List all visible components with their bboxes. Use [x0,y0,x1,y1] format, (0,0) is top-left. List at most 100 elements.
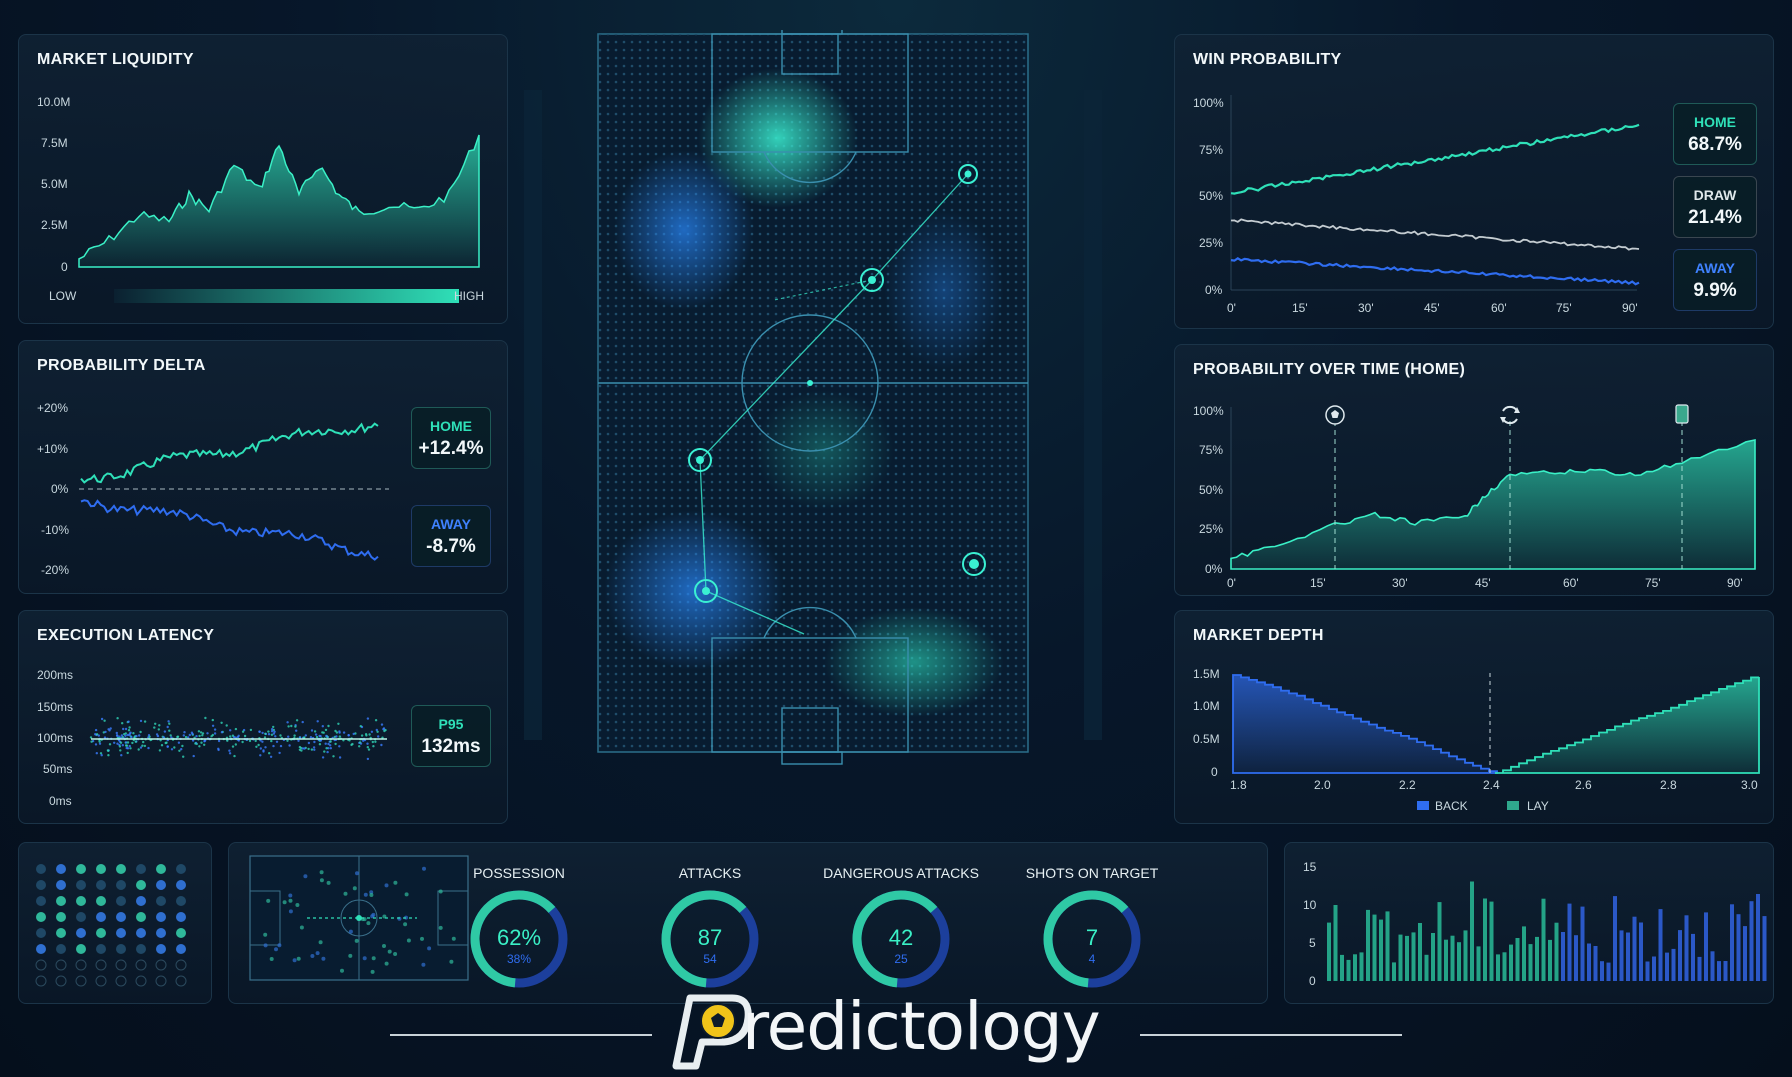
latency-point [195,735,198,738]
win-home-box: HOME 68.7% [1673,103,1757,165]
delta-home-box: HOME +12.4% [411,407,491,469]
latency-point [307,741,311,745]
pot-xtick: 75' [1645,576,1661,590]
bar [1437,902,1442,981]
mini-pitch-dot [343,891,348,896]
stat-gauge-value: 7 [1086,925,1098,950]
latency-point [321,725,324,728]
delta-away-box: AWAY -8.7% [411,505,491,567]
latency-point [370,730,374,733]
matrix-dot [96,912,106,922]
matrix-dot [156,880,166,890]
mini-pitch-dot [319,870,324,875]
latency-point [358,745,361,748]
latency-point [279,734,282,737]
bar [1496,954,1500,981]
bar [1450,935,1455,981]
mini-pitch-dot [321,956,326,961]
latency-point [234,727,238,731]
latency-point [310,729,314,732]
bar [1736,914,1741,981]
bar-chart-panel: 15 10 5 0 [1284,842,1774,1004]
bar [1476,946,1481,981]
latency-point [297,739,300,742]
mini-pitch-dot [348,929,353,934]
latency-point [272,732,276,735]
latency-point [366,746,369,749]
latency-point [126,747,130,750]
bar [1366,909,1370,981]
matrix-dot [136,864,146,874]
matrix-dot [55,959,67,971]
latency-point [182,755,185,758]
latency-point [217,739,221,743]
latency-point [106,749,110,752]
latency-point [272,744,275,748]
delta-ytick: +20% [37,401,68,415]
latency-point [126,733,129,737]
bar [1652,956,1656,981]
latency-point [100,717,104,721]
latency-point [155,733,159,736]
mini-pitch-dot [315,951,320,956]
stat-gauge-value: 87 [698,925,722,950]
bar [1392,962,1396,981]
pot-xtick: 30' [1392,576,1408,590]
latency-point [367,748,371,751]
latency-point [124,741,128,744]
mini-pitch-dot [384,961,389,966]
brand-logo: P redictology [672,988,1132,1074]
latency-point [234,736,237,739]
latency-point [366,717,370,720]
latency-point [241,740,244,744]
mini-pitch-dot [292,958,297,963]
latency-point [382,727,386,730]
latency-point [228,752,232,755]
execution-latency-panel: EXECUTION LATENCY 200ms 150ms 100ms 50ms… [18,610,508,824]
delta-ytick: +10% [37,442,68,456]
bar [1463,930,1468,981]
mini-pitch-dot [303,874,308,879]
mini-pitch-dot [319,878,324,883]
latency-point [313,740,316,744]
matrix-dot [156,912,166,922]
latency-point [270,730,274,733]
latency-point [358,741,362,744]
matrix-dot [156,928,166,938]
bar [1749,901,1754,981]
bar [1548,939,1552,981]
probability-delta-chart: +20% +10% 0% -10% -20% [37,401,389,577]
bar [1457,942,1461,981]
bar [1444,939,1448,981]
latency-point [234,743,237,746]
latency-point [99,752,103,755]
latency-point [94,733,97,736]
lat-ytick: 50ms [43,762,72,776]
bar [1567,903,1572,981]
matrix-dot [176,896,186,906]
liq-ytick: 0 [61,260,68,274]
delta-away-value: -8.7% [426,536,476,557]
latency-point [359,725,362,728]
bar [1665,952,1669,981]
latency-point [237,734,240,737]
probability-delta-title: PROBABILITY DELTA [37,357,206,374]
latency-point [131,741,134,745]
pot-xtick: 0' [1227,576,1236,590]
bar [1619,930,1624,981]
latency-point [352,732,355,736]
latency-point [293,734,296,737]
latency-point [89,736,93,739]
mini-pitch-dot [369,893,374,897]
mini-pitch-dot [310,954,315,958]
bar [1398,934,1403,981]
matrix-dot [175,975,187,987]
delta-home-line [80,422,379,484]
latency-point [162,736,165,739]
latency-point [380,723,384,726]
latency-point [119,741,123,744]
probability-over-time-chart: 100% 75% 50% 25% 0% 0' 15' 30' 45' 60' 7… [1193,404,1756,590]
liq-ytick: 2.5M [41,218,68,232]
mini-pitch-dot [393,952,398,956]
latency-point [95,752,99,755]
